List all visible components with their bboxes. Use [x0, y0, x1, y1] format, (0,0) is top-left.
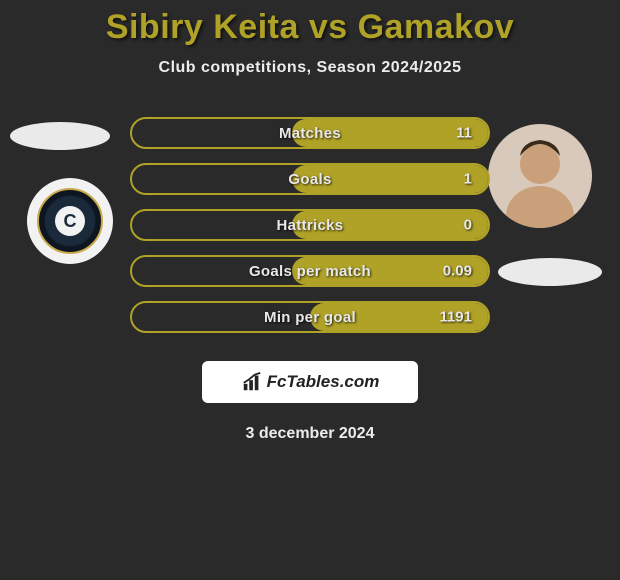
left-club-badge: C — [27, 178, 113, 264]
stat-row: Min per goal 1191 — [130, 301, 490, 333]
stat-label: Hattricks — [277, 217, 344, 234]
stat-label: Goals per match — [249, 263, 371, 280]
subtitle: Club competitions, Season 2024/2025 — [0, 59, 620, 77]
page-title: Sibiry Keita vs Gamakov — [0, 8, 620, 47]
stat-label: Matches — [279, 125, 341, 142]
stat-label: Min per goal — [264, 309, 356, 326]
club-badge-letter: C — [55, 206, 85, 236]
stat-value: 0.09 — [443, 263, 472, 280]
right-player-photo — [488, 124, 592, 228]
stat-label: Goals — [288, 171, 331, 188]
stat-row: Goals 1 — [130, 163, 490, 195]
comparison-card: Sibiry Keita vs Gamakov Club competition… — [0, 0, 620, 443]
stat-row: Matches 11 — [130, 117, 490, 149]
date-text: 3 december 2024 — [0, 425, 620, 443]
stat-value: 11 — [456, 125, 472, 142]
stat-row: Hattricks 0 — [130, 209, 490, 241]
stat-row: Goals per match 0.09 — [130, 255, 490, 287]
stat-value: 0 — [464, 217, 472, 234]
brand-text: FcTables.com — [267, 372, 380, 392]
club-badge-inner: C — [37, 188, 103, 254]
player-photo-placeholder — [488, 124, 592, 228]
stat-value: 1 — [464, 171, 472, 188]
stats-list: Matches 11 Goals 1 Hattricks 0 Goals per match… — [130, 117, 490, 333]
chart-icon — [241, 371, 263, 393]
left-team-badge-placeholder — [10, 122, 110, 150]
stat-value: 1191 — [439, 309, 472, 326]
brand-footer[interactable]: FcTables.com — [202, 361, 418, 403]
right-team-badge-placeholder — [498, 258, 602, 286]
